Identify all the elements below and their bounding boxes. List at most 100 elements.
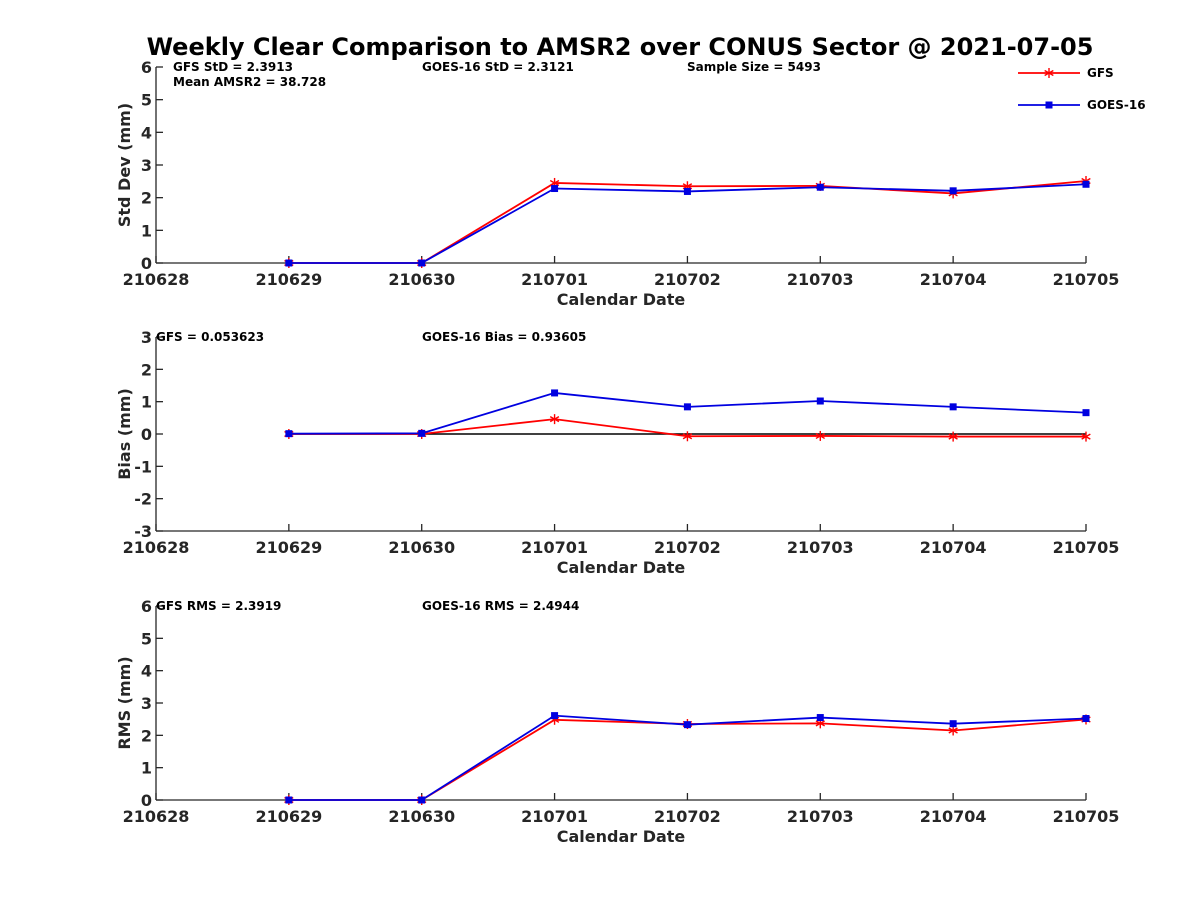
x-tick-label: 210702 bbox=[654, 538, 721, 557]
data-point-goes-16 bbox=[683, 187, 691, 195]
data-point-goes-16 bbox=[1082, 715, 1090, 723]
data-point-goes-16 bbox=[551, 389, 559, 397]
x-tick-label: 210628 bbox=[123, 807, 190, 826]
y-tick-label: 3 bbox=[141, 328, 152, 347]
series-line-goes-16 bbox=[288, 392, 1087, 435]
x-tick-label: 210704 bbox=[920, 270, 987, 289]
data-point-goes-16 bbox=[949, 720, 957, 728]
legend-marker-gfs bbox=[1044, 68, 1054, 78]
legend-label-goes-16: GOES-16 bbox=[1087, 98, 1146, 112]
y-axis-label: RMS (mm) bbox=[115, 656, 134, 749]
data-point-gfs bbox=[682, 431, 693, 442]
data-point-goes-16 bbox=[551, 712, 559, 720]
data-point-goes-16 bbox=[1082, 180, 1090, 188]
x-tick-label: 210703 bbox=[787, 538, 854, 557]
y-tick-label: 2 bbox=[141, 726, 152, 745]
y-tick-label: -3 bbox=[134, 522, 152, 541]
data-point-goes-16 bbox=[683, 721, 691, 729]
x-tick-label: 210701 bbox=[521, 270, 588, 289]
data-point-gfs-stroke bbox=[682, 433, 693, 440]
x-tick-label: 210705 bbox=[1053, 270, 1120, 289]
data-point-gfs-stroke bbox=[948, 433, 958, 440]
data-point-gfs bbox=[948, 431, 958, 442]
data-point-gfs-stroke bbox=[549, 179, 560, 187]
data-point-goes-16 bbox=[816, 714, 824, 722]
annotation-middle: GOES-16 RMS = 2.4944 bbox=[422, 599, 579, 613]
data-point-goes-16 bbox=[285, 259, 293, 267]
x-tick-label: 210629 bbox=[255, 807, 322, 826]
annotation-right: Sample Size = 5493 bbox=[687, 60, 821, 74]
annotation-left-line1: GFS RMS = 2.3919 bbox=[156, 599, 281, 613]
x-tick-label: 210630 bbox=[388, 270, 455, 289]
x-axis-label: Calendar Date bbox=[557, 290, 686, 309]
x-tick-label: 210704 bbox=[920, 538, 987, 557]
x-tick-label: 210701 bbox=[521, 538, 588, 557]
panel-bias: -3 -2 -1 0 1 2 3 210628 210629 210630 210701 210702… bbox=[115, 328, 1119, 577]
x-tick-label: 210705 bbox=[1053, 538, 1120, 557]
y-tick-label: 4 bbox=[141, 662, 152, 681]
data-point-gfs bbox=[815, 430, 825, 441]
series-line-goes-16 bbox=[288, 183, 1087, 264]
legend-marker-goes-16 bbox=[1045, 101, 1053, 109]
annotation-left-line1: GFS StD = 2.3913 bbox=[173, 60, 293, 74]
data-point-gfs bbox=[549, 414, 560, 425]
x-tick-label: 210703 bbox=[787, 270, 854, 289]
x-axis-label: Calendar Date bbox=[557, 558, 686, 577]
x-tick-label: 210629 bbox=[255, 270, 322, 289]
y-tick-label: 5 bbox=[141, 91, 152, 110]
y-axis-label: Std Dev (mm) bbox=[115, 103, 134, 227]
y-tick-label: 0 bbox=[141, 425, 152, 444]
x-tick-label: 210630 bbox=[388, 807, 455, 826]
data-point-goes-16 bbox=[418, 259, 426, 267]
data-point-goes-16 bbox=[683, 403, 691, 411]
y-tick-label: 4 bbox=[141, 123, 152, 142]
y-tick-label: 1 bbox=[141, 759, 152, 778]
y-tick-label: -2 bbox=[134, 490, 152, 509]
y-tick-label: 0 bbox=[141, 254, 152, 273]
chart-title: Weekly Clear Comparison to AMSR2 over CO… bbox=[147, 33, 1094, 61]
x-tick-label: 210630 bbox=[388, 538, 455, 557]
y-axis-label: Bias (mm) bbox=[115, 388, 134, 480]
y-tick-label: 6 bbox=[141, 597, 152, 616]
series-line-gfs bbox=[288, 718, 1087, 801]
x-axis-label: Calendar Date bbox=[557, 827, 686, 846]
x-tick-label: 210701 bbox=[521, 807, 588, 826]
x-tick-label: 210702 bbox=[654, 807, 721, 826]
annotation-middle: GOES-16 StD = 2.3121 bbox=[422, 60, 574, 74]
data-point-goes-16 bbox=[418, 796, 426, 804]
data-point-goes-16 bbox=[816, 397, 824, 405]
data-point-gfs-stroke bbox=[682, 183, 693, 190]
x-tick-label: 210628 bbox=[123, 270, 190, 289]
data-point-goes-16 bbox=[418, 429, 426, 437]
data-point-gfs-stroke bbox=[815, 432, 825, 440]
y-tick-label: 3 bbox=[141, 156, 152, 175]
data-point-goes-16 bbox=[285, 430, 293, 438]
data-point-goes-16 bbox=[949, 403, 957, 411]
data-point-goes-16 bbox=[816, 183, 824, 191]
data-point-goes-16 bbox=[949, 187, 957, 195]
data-point-goes-16 bbox=[551, 185, 559, 193]
panel-std: 0 1 2 3 4 5 6 210628 210629 210630 210701 210702 210… bbox=[115, 58, 1119, 309]
legend-marker-gfs-stroke bbox=[1044, 69, 1054, 77]
y-tick-label: 5 bbox=[141, 629, 152, 648]
x-tick-label: 210628 bbox=[123, 538, 190, 557]
y-tick-label: 2 bbox=[141, 189, 152, 208]
x-tick-label: 210705 bbox=[1053, 807, 1120, 826]
y-tick-label: 1 bbox=[141, 393, 152, 412]
annotation-left-line2: Mean AMSR2 = 38.728 bbox=[173, 75, 326, 89]
y-tick-label: 6 bbox=[141, 58, 152, 77]
x-tick-label: 210704 bbox=[920, 807, 987, 826]
data-point-goes-16 bbox=[1082, 409, 1090, 417]
x-tick-label: 210629 bbox=[255, 538, 322, 557]
data-point-gfs bbox=[1081, 431, 1091, 442]
y-tick-label: 2 bbox=[141, 360, 152, 379]
y-tick-label: 1 bbox=[141, 221, 152, 240]
panel-rms: 0 1 2 3 4 5 6 210628 210629 210630 210701 210702 210… bbox=[115, 597, 1119, 846]
data-point-gfs-stroke bbox=[815, 720, 825, 727]
data-point-goes-16 bbox=[285, 796, 293, 804]
y-tick-label: 0 bbox=[141, 791, 152, 810]
legend-label-gfs: GFS bbox=[1087, 66, 1114, 80]
data-point-gfs-stroke bbox=[948, 727, 958, 734]
